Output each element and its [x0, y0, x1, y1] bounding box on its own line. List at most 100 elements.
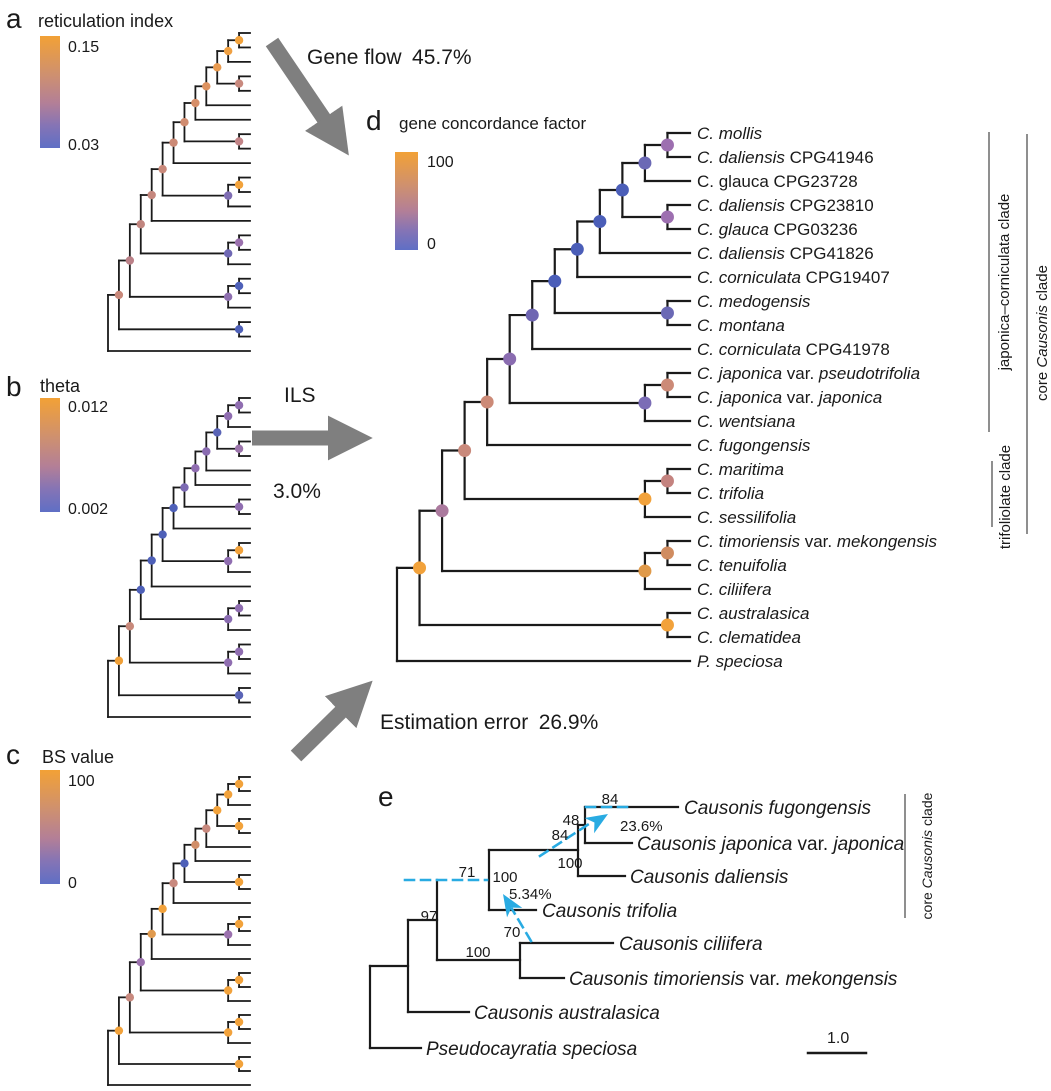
support-value: 71: [459, 864, 476, 881]
tree-node-dot: [136, 220, 145, 229]
species-label: C. glauca CPG03236: [697, 220, 858, 239]
support-value: 100: [557, 855, 582, 872]
tree-node-dot: [503, 352, 517, 366]
support-value: 97: [421, 908, 438, 925]
species-label: C. daliensis CPG23810: [697, 196, 874, 215]
gene-concordance-tree: C. mollis C. daliensis CPG41946 C. glauca …: [395, 124, 937, 671]
bs-value-tree: [107, 776, 251, 1086]
clade-bracket-label: core Causonis clade: [1034, 265, 1051, 401]
tree-node-dot: [480, 395, 494, 409]
tree-node-dot: [234, 180, 244, 189]
panel-c-letter: c: [6, 739, 20, 770]
tree-node-dot: [234, 647, 244, 656]
tree-node-dot: [660, 474, 674, 488]
tree-node-dot: [234, 444, 244, 453]
tree-node-dot: [223, 411, 233, 421]
tree-node-dot: [593, 215, 607, 228]
support-value: 100: [492, 869, 517, 886]
tree-node-dot: [638, 492, 652, 506]
tree-node-dot: [234, 137, 244, 146]
species-label: C. ciliifera: [697, 580, 772, 599]
tree-node-dot: [548, 274, 562, 288]
japonica-corniculata-clade-bracket: japonica–corniculata clade: [988, 132, 1013, 432]
species-label: C. wentsiana: [697, 412, 795, 431]
tree-node-dot: [136, 585, 145, 595]
tree-node-dot: [191, 464, 200, 473]
species-label: C. clematidea: [697, 628, 801, 647]
tree-node-dot: [435, 504, 449, 518]
species-label: P. speciosa: [697, 652, 783, 671]
colorbar-a-min: 0.03: [68, 137, 99, 154]
tree-node-dot: [147, 556, 156, 565]
colorbar-d: [395, 152, 418, 250]
tree-node-dot: [234, 1017, 244, 1027]
tree-node-dot: [638, 396, 652, 410]
panel-b-title: theta: [40, 376, 81, 396]
species-label: C. japonica var. pseudotrifolia: [697, 364, 920, 383]
tree-node-dot: [169, 138, 178, 147]
tree-node-dot: [169, 879, 178, 888]
tree-node-dot: [660, 306, 674, 320]
tree-node-dot: [413, 561, 427, 575]
tree-node-dot: [234, 238, 244, 247]
core-causonis-clade-bracket-e: core Causonis clade: [904, 792, 935, 919]
ils-label: ILS: [284, 384, 316, 407]
colorbar-b-max: 0.012: [68, 399, 108, 416]
tree-node-dot: [458, 444, 472, 458]
tree-node-dot: [114, 1026, 124, 1035]
tree-node-dot: [234, 779, 244, 789]
species-label: C. montana: [697, 316, 785, 335]
tree-node-dot: [213, 806, 222, 815]
tree-node-dot: [114, 290, 124, 300]
tree-node-dot: [525, 308, 539, 322]
gene-flow-arrow: [265, 37, 349, 156]
gene-flow-dashed-edge: [538, 820, 594, 858]
tree-node-dot: [136, 958, 145, 967]
species-label: C. medogensis: [697, 292, 811, 311]
tree-node-dot: [180, 859, 189, 868]
tree-node-dot: [660, 618, 674, 632]
tree-node-dot: [234, 325, 244, 334]
tree-node-dot: [213, 428, 222, 437]
support-value: 100: [465, 944, 490, 961]
tree-node-dot: [191, 840, 200, 850]
tree-node-dot: [223, 249, 233, 258]
species-label: C. timoriensis var. mekongensis: [697, 532, 937, 551]
tree-node-dot: [234, 401, 244, 410]
panel-d-letter: d: [366, 105, 382, 136]
tree-node-dot: [660, 378, 674, 392]
colorbar-b-min: 0.002: [68, 501, 108, 518]
estimation-error-label: Estimation error 26.9%: [380, 711, 598, 734]
gene-flow-dashed-edge: [510, 907, 533, 943]
tree-node-dot: [234, 821, 244, 831]
ils-pct-label: 3.0%: [273, 480, 321, 503]
tree-node-dot: [234, 691, 244, 700]
species-label: Causonis timoriensis var. mekongensis: [569, 969, 898, 990]
tree-node-dot: [234, 36, 244, 45]
tree-node-dot: [125, 622, 135, 631]
tree-node-dot: [147, 190, 156, 200]
tree-node-dot: [638, 156, 652, 170]
support-value: 48: [563, 812, 580, 829]
species-label: C. fugongensis: [697, 436, 811, 455]
tree-node-dot: [223, 614, 233, 624]
panel-d-title: gene concordance factor: [399, 114, 586, 133]
support-value: 70: [504, 924, 521, 941]
trifoliolate-clade-bracket: trifoliolate clade: [991, 445, 1014, 549]
core-causonis-clade-bracket-d: core Causonis clade: [1026, 134, 1051, 534]
tree-node-dot: [234, 546, 244, 555]
tree-node-dot: [114, 656, 124, 665]
colorbar-c-max: 100: [68, 773, 95, 790]
support-value: 84: [552, 827, 569, 844]
tree-node-dot: [234, 604, 244, 613]
species-label: C. mollis: [697, 124, 763, 143]
colorbar-c-min: 0: [68, 875, 77, 892]
tree-node-dot: [191, 98, 200, 108]
colorbar-d-max: 100: [427, 154, 454, 171]
tree-node-dot: [223, 790, 233, 799]
gene-flow-percentage: 5.34%: [509, 886, 552, 903]
tree-node-dot: [202, 82, 211, 91]
species-label: Pseudocayratia speciosa: [426, 1039, 637, 1060]
